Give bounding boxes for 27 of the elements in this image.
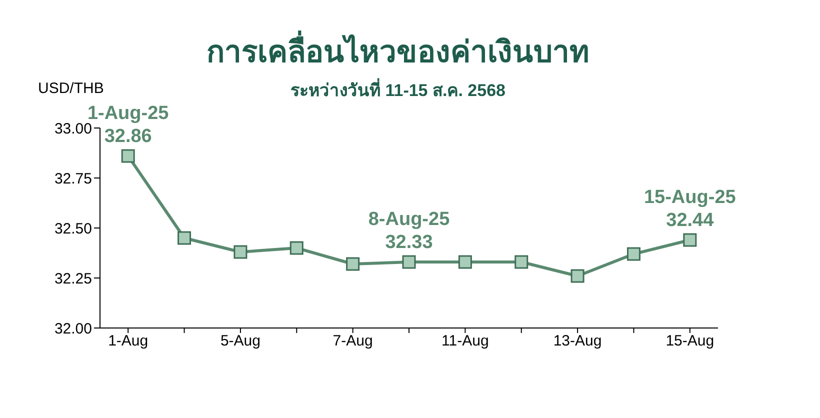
point bbox=[178, 231, 192, 245]
annotation: 8-Aug-25 32.33 bbox=[368, 209, 450, 253]
x-tick-label: 5-Aug bbox=[220, 332, 260, 350]
y-tick-label: 32.75 bbox=[54, 170, 92, 188]
point bbox=[290, 241, 304, 255]
y-tick-label: 33.00 bbox=[54, 120, 92, 138]
point bbox=[683, 233, 697, 247]
point bbox=[121, 149, 135, 163]
x-tick-label: 1-Aug bbox=[108, 332, 148, 350]
y-tick-label: 32.50 bbox=[54, 220, 92, 238]
point bbox=[458, 255, 472, 269]
point bbox=[402, 255, 416, 269]
x-tick-label: 15-Aug bbox=[666, 332, 714, 350]
y-axis-title: USD/THB bbox=[38, 80, 104, 97]
chart-subtitle: ระหว่างวันที่ 11-15 ส.ค. 2568 bbox=[290, 77, 506, 102]
point bbox=[346, 257, 360, 271]
x-tick-label: 11-Aug bbox=[442, 332, 489, 350]
point bbox=[234, 245, 248, 259]
x-tick-label: 7-Aug bbox=[332, 332, 373, 350]
y-tick-label: 32.00 bbox=[54, 320, 92, 338]
x-tick-label: 13-Aug bbox=[553, 332, 602, 350]
annotation: 15-Aug-25 32.44 bbox=[644, 187, 736, 231]
chart-title: การเคลื่อนไหวของค่าเงินบาท bbox=[206, 30, 590, 71]
y-tick-label: 32.25 bbox=[54, 270, 92, 288]
point bbox=[626, 247, 640, 261]
point bbox=[514, 255, 528, 269]
point bbox=[570, 269, 584, 283]
